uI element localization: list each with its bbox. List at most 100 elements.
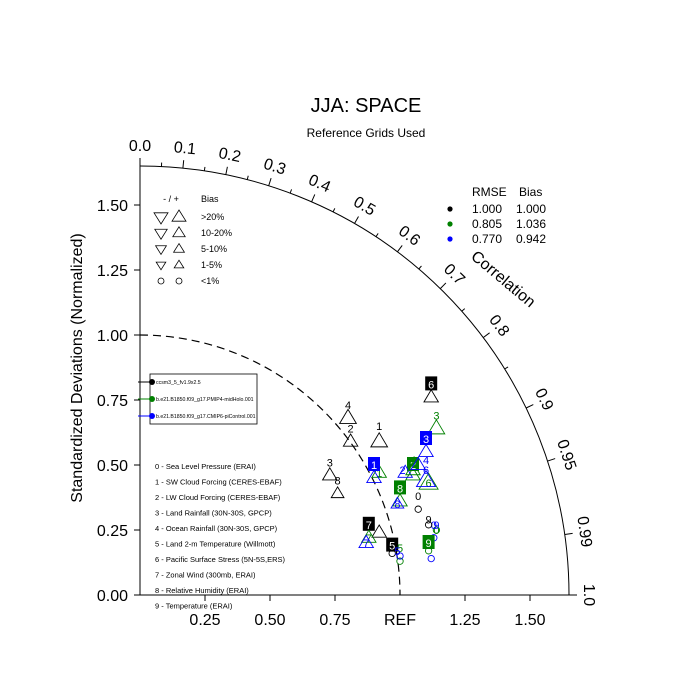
point-marker-triangle <box>371 464 388 478</box>
variable-legend-item: 6 - Pacific Surface Stress (5N-5S,ERS) <box>155 555 286 564</box>
correlation-tick-label: 1.0 <box>580 584 597 606</box>
point-label: 2 <box>348 424 354 436</box>
correlation-tick-label: 0.99 <box>573 515 594 548</box>
point-label: 8 <box>394 499 400 511</box>
bias-legend-circle <box>157 277 165 285</box>
data-point: 4 <box>410 455 429 471</box>
point-marker-triangle <box>397 464 414 478</box>
summary-bias-value: 0.942 <box>516 232 546 246</box>
point-label-box <box>386 537 399 552</box>
summary-bias-value: 1.036 <box>516 217 546 231</box>
point-label: 8 <box>397 483 403 495</box>
point-marker-triangle <box>365 469 383 484</box>
point-label: 9 <box>426 538 432 550</box>
data-point: 3 <box>417 431 435 458</box>
point-marker-triangle <box>417 443 435 458</box>
point-label: 6 <box>423 465 429 477</box>
point-marker-triangle <box>370 431 389 448</box>
point-marker-triangle <box>371 524 388 538</box>
bias-legend-up-triangle <box>172 226 186 238</box>
point-label: 8 <box>335 476 341 488</box>
point-label-box <box>394 480 406 495</box>
data-point: 7 <box>358 534 375 550</box>
correlation-tick-label: 0.8 <box>485 312 512 340</box>
correlation-tick <box>564 532 573 535</box>
point-label: 2 <box>400 465 406 477</box>
variable-legend: 0 - Sea Level Pressure (ERAI) 1 - SW Clou… <box>155 462 286 611</box>
bias-legend-label: >20% <box>201 212 224 222</box>
point-label: 1 <box>371 460 377 472</box>
correlation-minor-tick <box>461 308 466 312</box>
data-point: 5 <box>386 537 399 558</box>
correlation-tick <box>482 332 490 339</box>
point-label: 7 <box>366 520 372 532</box>
data-point: 3 <box>427 411 446 435</box>
point-marker-triangle <box>418 472 439 490</box>
point-label: 3 <box>423 434 429 446</box>
point-marker-circle <box>396 552 404 560</box>
point-label: 9 <box>426 515 432 527</box>
correlation-tick <box>547 458 556 462</box>
correlation-tick <box>182 160 185 169</box>
data-point: 8 <box>330 476 345 499</box>
y-tick-label: 0.75 <box>97 393 128 410</box>
summary-color-dot <box>447 221 453 227</box>
x-tick-label: 1.50 <box>514 612 545 629</box>
point-marker-circle <box>432 526 441 534</box>
bias-legend-up-triangle <box>172 242 186 253</box>
point-label-box <box>422 535 435 549</box>
data-point: 5 <box>396 543 404 565</box>
variable-legend-item: 3 - Land Rainfall (30N-30S, GPCP) <box>155 509 272 518</box>
bias-legend-down-triangle <box>154 245 168 256</box>
point-marker-triangle <box>404 461 422 476</box>
summary-rmse-value: 1.000 <box>472 202 502 216</box>
point-marker-triangle <box>390 496 405 509</box>
point-label: 0 <box>433 525 439 537</box>
point-label: 4 <box>410 455 416 467</box>
summary-rmse-header: RMSE <box>472 185 507 199</box>
correlation-minor-tick <box>375 233 379 237</box>
y-axis-label: Standardized Deviations (Normalized) <box>69 233 86 502</box>
correlation-tick-label: 0.4 <box>306 172 333 197</box>
correlation-tick-label: 0.6 <box>395 223 423 250</box>
correlation-arc <box>139 165 570 596</box>
series-legend-dot <box>149 379 155 385</box>
bias-legend-label: 10-20% <box>201 228 232 238</box>
point-marker-triangle <box>342 433 359 447</box>
data-point: 0 <box>432 525 441 537</box>
summary-rmse-value: 0.770 <box>472 232 502 246</box>
reference-std-dashed-arc <box>139 334 401 596</box>
series-legend-dot <box>149 396 155 402</box>
chart-subtitle: Reference Grids Used <box>307 126 426 140</box>
x-tick-label: 0.75 <box>319 612 350 629</box>
point-label: 7 <box>363 538 369 550</box>
data-point: 0 <box>414 491 422 513</box>
correlation-minor-tick <box>203 166 206 171</box>
correlation-tick <box>225 166 228 175</box>
data-point: 6 <box>415 465 437 488</box>
bias-legend-sign-header: - / + <box>163 194 179 204</box>
correlation-tick-label: 0.9 <box>531 386 556 414</box>
point-marker-circle <box>424 521 433 529</box>
correlation-tick <box>396 245 403 253</box>
y-tick-label: 0.25 <box>97 523 128 540</box>
correlation-minor-tick <box>289 189 293 194</box>
bias-legend-label: 1-5% <box>201 260 222 270</box>
correlation-tick-label: 0.2 <box>217 145 242 166</box>
point-marker-triangle <box>423 388 440 403</box>
variable-legend-item: 2 - LW Cloud Forcing (CERES-EBAF) <box>155 493 281 502</box>
point-label: 5 <box>389 541 395 553</box>
point-label: 6 <box>428 379 434 391</box>
data-point: 7 <box>362 516 388 538</box>
summary-bias-header: Bias <box>519 185 542 199</box>
point-marker-triangle <box>427 418 446 435</box>
point-marker-circle <box>427 554 435 563</box>
bias-legend-label: 5-10% <box>201 244 227 254</box>
correlation-tick <box>354 216 359 224</box>
bias-legend-down-triangle <box>153 212 169 225</box>
point-label-box <box>420 431 432 445</box>
variable-legend-item: 0 - Sea Level Pressure (ERAI) <box>155 462 256 471</box>
data-point: 3 <box>321 457 338 481</box>
